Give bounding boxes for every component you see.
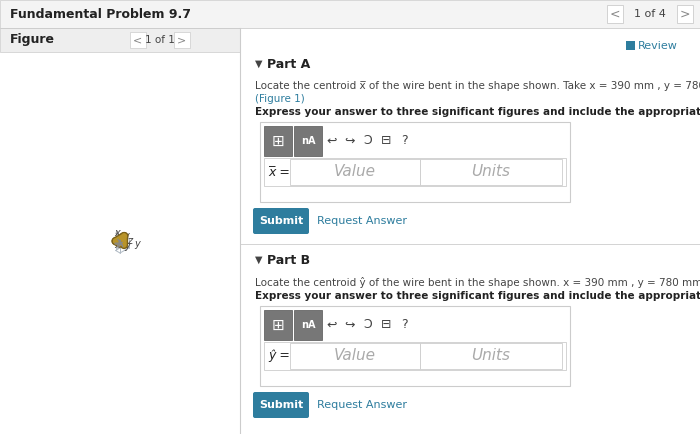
Text: y: y	[125, 241, 130, 251]
Bar	[0, 28, 240, 434]
Bar	[264, 126, 292, 156]
Text: Review: Review	[638, 41, 678, 51]
Text: nA: nA	[301, 136, 315, 146]
Text: Fundamental Problem 9.7: Fundamental Problem 9.7	[10, 7, 191, 20]
Text: >: >	[680, 7, 690, 20]
Text: ⊞: ⊞	[272, 134, 284, 148]
Bar	[294, 126, 322, 156]
Text: Locate the centroid ŷ of the wire bent in the shape shown. x = 390 mm , y = 780 : Locate the centroid ŷ of the wire bent i…	[255, 276, 700, 287]
Text: Figure: Figure	[10, 33, 55, 46]
Text: y: y	[134, 239, 139, 249]
Text: >: >	[177, 35, 187, 45]
Text: 1 of 4: 1 of 4	[634, 9, 666, 19]
Bar	[264, 342, 566, 370]
Bar	[294, 310, 322, 340]
Text: ⊞: ⊞	[272, 318, 284, 332]
Text: ▼: ▼	[255, 59, 262, 69]
Text: ↩: ↩	[327, 319, 337, 332]
Text: ⊟: ⊟	[381, 319, 391, 332]
Bar	[0, 0, 700, 28]
Text: Express your answer to three significant figures and include the appropriate uni: Express your answer to three significant…	[255, 107, 700, 117]
Text: ?: ?	[400, 319, 407, 332]
Text: Request Answer: Request Answer	[317, 216, 407, 226]
Text: (Figure 1): (Figure 1)	[255, 94, 304, 104]
Text: ↩: ↩	[327, 135, 337, 148]
Text: y: y	[123, 230, 129, 240]
Text: <: <	[610, 7, 620, 20]
Text: Value: Value	[334, 349, 376, 364]
Bar	[260, 306, 570, 386]
Text: z: z	[127, 236, 132, 246]
Text: ▼: ▼	[255, 255, 262, 265]
Bar	[677, 5, 693, 23]
Text: ↪: ↪	[344, 135, 355, 148]
Text: Submit: Submit	[259, 216, 303, 226]
Bar	[240, 28, 700, 434]
Text: 1 of 1: 1 of 1	[145, 35, 175, 45]
Bar	[130, 32, 146, 48]
Bar	[174, 32, 190, 48]
Text: Request Answer: Request Answer	[317, 400, 407, 410]
FancyBboxPatch shape	[253, 392, 309, 418]
Text: Ↄ: Ↄ	[363, 135, 372, 148]
Bar	[607, 5, 623, 23]
Bar	[420, 159, 562, 185]
Bar	[420, 343, 562, 369]
FancyBboxPatch shape	[253, 208, 309, 234]
Text: Submit: Submit	[259, 400, 303, 410]
Text: ?: ?	[400, 135, 407, 148]
Text: x̅ =: x̅ =	[268, 165, 290, 178]
Text: nA: nA	[301, 320, 315, 330]
Bar	[626, 41, 635, 50]
Text: Locate the centroid x̅ of the wire bent in the shape shown. Take x = 390 mm , y : Locate the centroid x̅ of the wire bent …	[255, 81, 700, 91]
Text: ↪: ↪	[344, 319, 355, 332]
Text: Units: Units	[472, 164, 510, 180]
Bar	[264, 310, 292, 340]
Text: ⊟: ⊟	[381, 135, 391, 148]
Text: Value: Value	[334, 164, 376, 180]
Text: z: z	[122, 232, 127, 242]
Text: Part B: Part B	[267, 253, 310, 266]
Text: Units: Units	[472, 349, 510, 364]
Text: Ↄ: Ↄ	[363, 319, 372, 332]
Bar	[0, 28, 240, 52]
Bar	[260, 122, 570, 202]
Text: Part A: Part A	[267, 57, 310, 70]
Bar	[290, 159, 420, 185]
Text: ŷ =: ŷ =	[268, 349, 290, 362]
Text: <: <	[134, 35, 143, 45]
Text: x: x	[114, 228, 120, 238]
Bar	[264, 158, 566, 186]
Text: Express your answer to three significant figures and include the appropriate uni: Express your answer to three significant…	[255, 291, 700, 301]
Text: x: x	[115, 240, 120, 250]
Bar	[290, 343, 420, 369]
